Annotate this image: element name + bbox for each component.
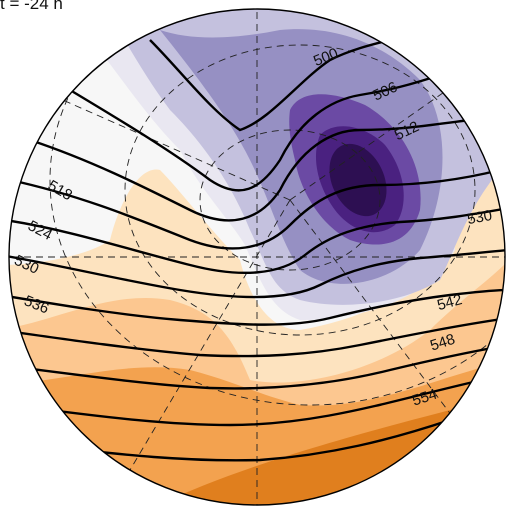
contour-line [69,73,441,192]
graticule-line [289,199,471,441]
contour-line [9,248,505,299]
contour-line [149,38,391,132]
contour-label: 530 [466,207,494,228]
map-boundary [8,8,506,506]
contour-lines [9,38,505,462]
contour-label: 554 [410,386,439,410]
contour-label: 542 [435,291,464,314]
contour-line [9,316,505,358]
chart-title: t = -24 h [0,0,63,13]
contour-label: 548 [428,331,457,355]
contour-line [9,372,505,427]
graticule-line [199,129,381,271]
graticule-line [39,89,291,201]
contour-line [9,206,505,275]
contour-line [9,168,501,250]
contour-line [9,288,505,326]
contour-line [9,343,505,390]
contour-line [29,118,471,222]
graticule-line [49,9,505,406]
graticule-line [124,44,476,336]
graticule-line [129,199,291,471]
